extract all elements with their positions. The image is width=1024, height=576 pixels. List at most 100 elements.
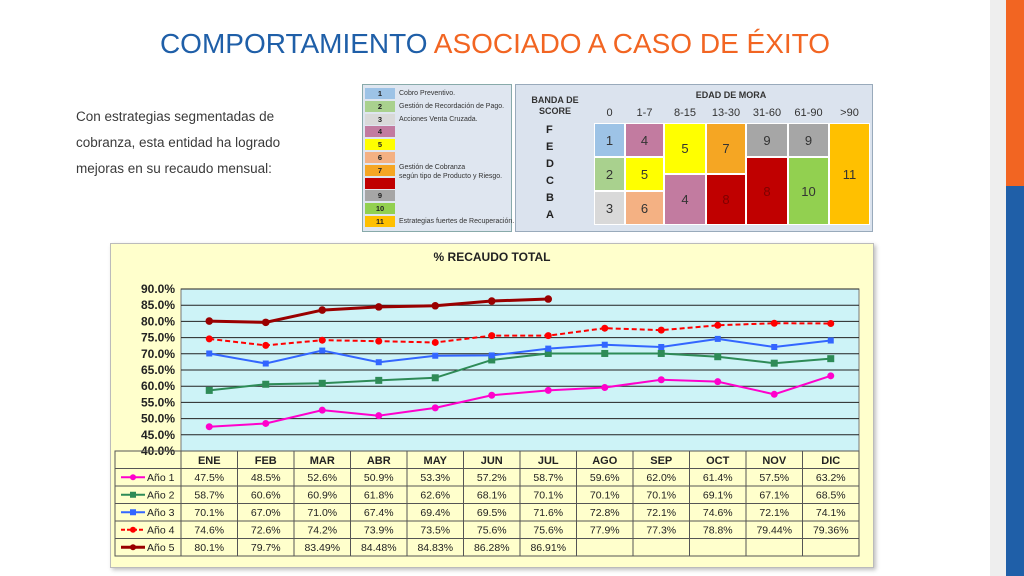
data-label: 69.5% bbox=[477, 507, 507, 519]
decor-stripe-orange bbox=[1006, 0, 1024, 186]
legend-swatch-5: 5 bbox=[365, 139, 395, 151]
x-tick-label: MAR bbox=[310, 455, 335, 467]
data-point bbox=[205, 386, 213, 394]
legend-label-6: Estrategias fuertes de Recuperación. bbox=[399, 218, 515, 225]
data-label: 71.6% bbox=[533, 507, 563, 519]
data-label: 53.3% bbox=[420, 472, 450, 484]
data-point bbox=[431, 404, 439, 412]
data-point bbox=[375, 337, 383, 345]
matrix-row-B: B bbox=[546, 192, 554, 204]
y-tick-label: 80.0% bbox=[141, 314, 175, 328]
data-label: 60.9% bbox=[307, 490, 337, 502]
data-point bbox=[318, 306, 327, 314]
data-label: 60.6% bbox=[251, 490, 281, 502]
data-label: 84.83% bbox=[417, 542, 453, 554]
data-label: 68.1% bbox=[477, 490, 507, 502]
series-name: Año 5 bbox=[147, 542, 175, 554]
data-point bbox=[375, 376, 383, 384]
data-point bbox=[601, 324, 609, 332]
matrix-col-4: 13-30 bbox=[711, 107, 741, 119]
data-label: 71.0% bbox=[307, 507, 337, 519]
title-part-2: ASOCIADO A CASO DE ÉXITO bbox=[433, 28, 831, 59]
matrix-cell-10-9: 10 bbox=[788, 157, 829, 225]
x-tick-label: MAY bbox=[424, 455, 448, 467]
x-tick-label: JUL bbox=[538, 455, 559, 467]
data-point bbox=[770, 319, 778, 327]
data-point bbox=[374, 303, 383, 311]
matrix-cell-4-1: 4 bbox=[625, 123, 664, 157]
data-label: 75.6% bbox=[477, 525, 507, 537]
x-tick-label: ABR bbox=[367, 455, 391, 467]
data-point bbox=[657, 349, 665, 357]
body-text: Con estrategias segmentadas de cobranza,… bbox=[76, 109, 281, 176]
legend-swatch-3: 3 bbox=[365, 113, 395, 125]
data-label: 79.44% bbox=[756, 525, 792, 537]
data-point bbox=[657, 376, 665, 384]
data-point bbox=[488, 356, 496, 364]
series-name: Año 3 bbox=[147, 507, 175, 519]
legend-swatch-7: 7 bbox=[365, 164, 395, 176]
title-part-1: COMPORTAMIENTO bbox=[159, 28, 428, 59]
data-label: 57.2% bbox=[477, 472, 507, 484]
data-point bbox=[658, 343, 665, 350]
data-label: 70.1% bbox=[533, 490, 563, 502]
y-tick-label: 70.0% bbox=[141, 347, 175, 361]
data-point bbox=[714, 335, 721, 342]
data-label: 67.4% bbox=[364, 507, 394, 519]
data-point bbox=[601, 341, 608, 348]
data-point bbox=[318, 336, 326, 344]
data-label: 73.5% bbox=[420, 525, 450, 537]
data-label: 72.1% bbox=[646, 507, 676, 519]
legend-swatch-6: 6 bbox=[365, 152, 395, 163]
data-point bbox=[544, 349, 552, 357]
data-label: 79.7% bbox=[251, 542, 281, 554]
matrix-cell-9-5: 9 bbox=[788, 123, 829, 157]
data-point bbox=[601, 349, 609, 357]
matrix-cell-2-6: 2 bbox=[594, 157, 625, 191]
chart-container: % RECAUDO TOTAL 90.0% 85.0% 80.0% 75.0% 70.0… bbox=[110, 243, 874, 568]
data-point bbox=[488, 332, 496, 340]
data-point bbox=[544, 295, 553, 303]
matrix-col-6: 61-90 bbox=[794, 107, 823, 119]
matrix-col-header: EDAD DE MORA bbox=[695, 90, 767, 100]
data-label: 52.6% bbox=[307, 472, 337, 484]
data-point bbox=[488, 352, 495, 359]
data-label: 61.8% bbox=[364, 490, 394, 502]
data-point bbox=[319, 347, 326, 354]
data-label: 68.5% bbox=[816, 490, 846, 502]
matrix-cell-3-10: 3 bbox=[594, 191, 625, 225]
series-line-4 bbox=[209, 322, 831, 347]
matrix-cell-5-7: 5 bbox=[625, 157, 664, 191]
x-tick-label: OCT bbox=[706, 455, 730, 467]
matrix-row-E: E bbox=[546, 141, 554, 153]
chart-svg: 90.0% 85.0% 80.0% 75.0% 70.0% 65.0% 60.0% 55.0%… bbox=[114, 282, 860, 557]
series-line-3 bbox=[209, 337, 831, 365]
matrix-col-2: 1-7 bbox=[636, 107, 653, 119]
matrix-cell-7-3: 7 bbox=[706, 123, 746, 174]
data-label: 62.0% bbox=[646, 472, 676, 484]
data-label: 58.7% bbox=[194, 490, 224, 502]
data-label: 50.9% bbox=[364, 472, 394, 484]
data-label: 69.1% bbox=[703, 490, 733, 502]
data-label: 62.6% bbox=[420, 490, 450, 502]
x-tick-label: NOV bbox=[762, 455, 787, 467]
x-tick-label: SEP bbox=[650, 455, 672, 467]
data-point bbox=[545, 345, 552, 352]
legend-key-marker bbox=[130, 491, 136, 498]
data-label: 69.4% bbox=[420, 507, 450, 519]
data-label: 74.1% bbox=[816, 507, 846, 519]
data-point bbox=[771, 343, 778, 350]
legend-swatch-1: 1 bbox=[365, 88, 395, 99]
y-tick-label: 65.0% bbox=[141, 363, 175, 377]
data-label: 57.5% bbox=[759, 472, 789, 484]
matrix-cell-8-13: 8 bbox=[706, 174, 746, 225]
data-label: 80.1% bbox=[194, 542, 224, 554]
data-point bbox=[375, 359, 382, 366]
legend-swatch-4: 4 bbox=[365, 126, 395, 138]
legend-key-marker bbox=[130, 526, 136, 533]
strategy-legend: 1 2 3 4 5 6 7 8 9 10 11 Cobro Preventivo. Gestión de… bbox=[362, 84, 515, 232]
data-label: 70.1% bbox=[194, 507, 224, 519]
data-label: 67.1% bbox=[759, 490, 789, 502]
x-tick-label: JUN bbox=[481, 455, 503, 467]
data-label: 75.6% bbox=[533, 525, 563, 537]
